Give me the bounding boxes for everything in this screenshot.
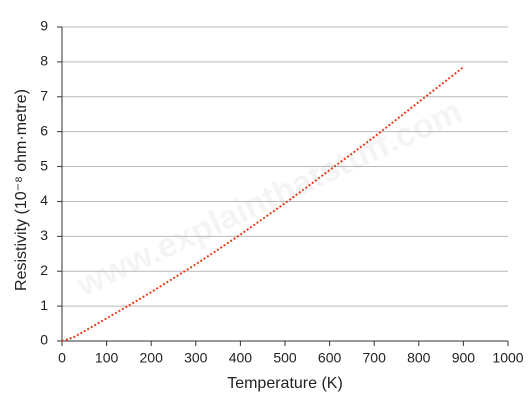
x-tick-label: 400 — [229, 350, 253, 366]
x-tick-label: 600 — [318, 350, 342, 366]
y-tick-label: 2 — [40, 262, 48, 278]
x-tick-label: 100 — [95, 350, 119, 366]
x-tick-label: 300 — [184, 350, 208, 366]
y-tick-label: 8 — [40, 53, 48, 69]
y-tick-label: 1 — [40, 297, 48, 313]
x-tick-label: 800 — [407, 350, 431, 366]
watermark: www.explainthatstuff.com — [70, 92, 468, 304]
x-tick-label: 900 — [452, 350, 476, 366]
y-tick-label: 5 — [40, 157, 48, 173]
y-axis-label: Resistivity (10⁻⁸ ohm·metre) — [13, 89, 30, 291]
y-tick-label: 7 — [40, 87, 48, 103]
x-tick-label: 500 — [273, 350, 297, 366]
y-tick-label: 3 — [40, 227, 48, 243]
data-line — [61, 66, 465, 342]
y-tick-label: 6 — [40, 122, 48, 138]
y-tick-label: 0 — [40, 332, 48, 348]
y-tick-label: 9 — [40, 18, 48, 34]
x-tick-label: 200 — [140, 350, 164, 366]
x-axis-label: Temperature (K) — [227, 375, 343, 392]
x-tick-label: 0 — [58, 350, 66, 366]
x-tick-label: 700 — [363, 350, 387, 366]
x-tick-label: 1000 — [492, 350, 523, 366]
y-tick-label: 4 — [40, 192, 48, 208]
